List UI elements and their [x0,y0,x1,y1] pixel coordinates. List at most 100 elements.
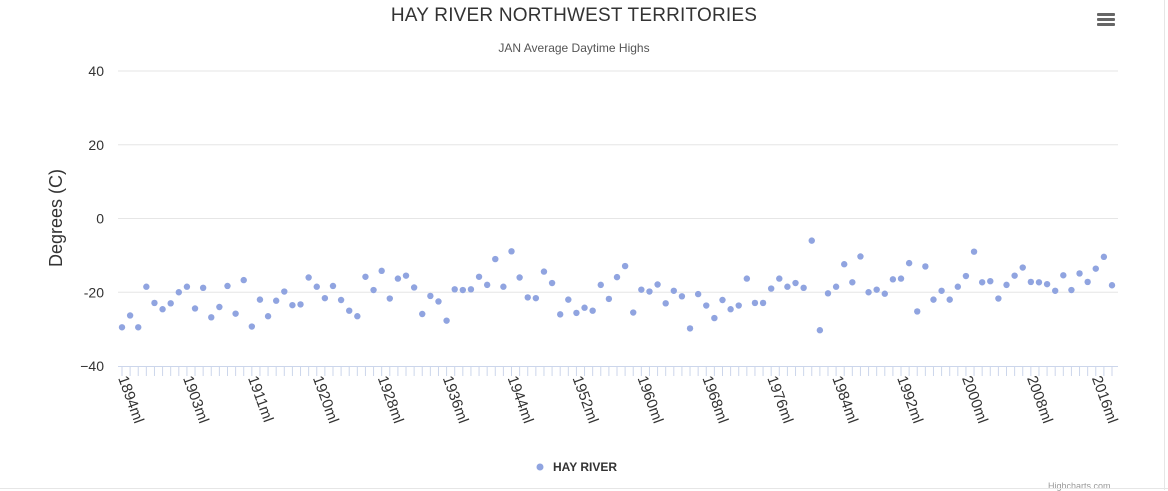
data-point[interactable] [500,283,507,290]
data-point[interactable] [1027,278,1035,286]
data-point[interactable] [556,311,564,318]
data-point[interactable] [711,314,718,322]
data-point[interactable] [565,296,572,303]
data-point[interactable] [589,307,596,314]
data-point[interactable] [370,286,377,294]
data-point[interactable] [759,299,767,307]
data-point[interactable] [930,296,937,303]
data-point[interactable] [792,279,799,287]
data-point[interactable] [719,296,726,304]
data-point[interactable] [1011,272,1018,279]
data-point[interactable] [483,281,491,289]
data-point[interactable] [1084,278,1091,286]
data-point[interactable] [751,299,759,307]
data-point[interactable] [954,283,962,290]
data-point[interactable] [1051,287,1059,294]
data-point[interactable] [743,275,751,282]
data-point[interactable] [767,285,775,292]
data-point[interactable] [386,295,393,302]
data-point[interactable] [857,253,864,260]
data-point[interactable] [914,308,921,315]
data-point[interactable] [346,307,353,314]
data-point[interactable] [135,324,142,331]
data-point[interactable] [118,324,126,331]
data-point[interactable] [427,292,434,300]
data-point[interactable] [362,273,369,280]
data-point[interactable] [573,309,580,317]
data-point[interactable] [175,289,183,296]
data-point[interactable] [678,293,686,300]
data-point[interactable] [467,286,475,293]
data-point[interactable] [1068,286,1075,294]
data-point[interactable] [313,283,320,290]
data-point[interactable] [978,279,986,286]
data-point[interactable] [613,273,621,281]
data-point[interactable] [256,296,264,303]
data-point[interactable] [524,294,531,301]
data-point[interactable] [183,283,191,290]
data-point[interactable] [897,275,905,282]
data-point[interactable] [865,289,872,296]
legend[interactable]: HAY RIVER [536,460,618,474]
data-point[interactable] [1092,265,1099,272]
data-point[interactable] [889,276,897,283]
data-point[interactable] [354,313,361,320]
data-point[interactable] [208,314,215,321]
data-point[interactable] [662,300,669,307]
data-point[interactable] [289,301,296,309]
credits[interactable]: Highcharts.com [1048,481,1111,491]
data-point[interactable] [922,263,929,270]
data-point[interactable] [938,287,945,294]
data-point[interactable] [199,284,207,292]
data-point[interactable] [646,288,653,295]
data-point[interactable] [630,309,637,316]
data-point[interactable] [605,295,613,303]
data-point[interactable] [1003,281,1010,289]
data-point[interactable] [159,306,166,313]
data-point[interactable] [670,287,678,294]
data-point[interactable] [621,262,629,270]
data-point[interactable] [946,296,953,303]
data-point[interactable] [597,281,604,289]
data-point[interactable] [216,303,223,311]
data-point[interactable] [443,317,450,324]
data-point[interactable] [240,276,247,284]
data-point[interactable] [435,298,442,305]
data-point[interactable] [305,274,312,281]
data-point[interactable] [808,237,815,244]
data-point[interactable] [272,297,280,304]
data-point[interactable] [1035,279,1043,286]
data-point[interactable] [703,302,710,309]
data-point[interactable] [776,275,783,282]
hamburger-menu-icon[interactable] [1094,8,1118,32]
data-point[interactable] [694,290,702,298]
data-point[interactable] [264,313,272,320]
data-point[interactable] [394,275,402,282]
data-point[interactable] [873,286,880,293]
data-point[interactable] [516,274,523,281]
data-point[interactable] [735,302,742,309]
data-point[interactable] [1100,253,1108,261]
data-point[interactable] [881,290,888,297]
data-point[interactable] [532,294,540,302]
data-point[interactable] [281,288,288,295]
legend-item[interactable]: HAY RIVER [553,460,617,474]
data-point[interactable] [727,306,734,313]
data-point[interactable] [987,277,994,285]
data-point[interactable] [849,279,856,286]
data-point[interactable] [167,300,174,307]
data-point[interactable] [475,273,483,280]
data-point[interactable] [540,268,548,275]
data-point[interactable] [800,284,807,292]
data-point[interactable] [1076,270,1083,277]
data-point[interactable] [151,299,158,307]
data-point[interactable] [962,272,970,280]
data-point[interactable] [784,283,791,290]
data-point[interactable] [581,304,588,311]
data-point[interactable] [402,272,410,279]
data-point[interactable] [816,327,824,334]
data-point[interactable] [378,267,385,275]
data-point[interactable] [508,248,515,255]
data-point[interactable] [995,295,1002,302]
data-point[interactable] [548,279,556,287]
